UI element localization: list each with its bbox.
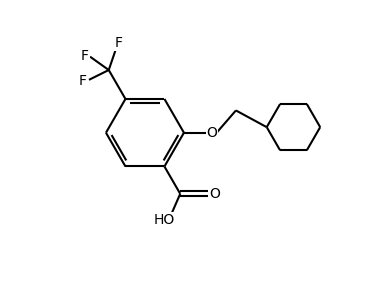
Text: O: O xyxy=(209,187,220,201)
Text: F: F xyxy=(81,49,89,63)
Text: F: F xyxy=(114,36,123,50)
Text: O: O xyxy=(206,126,217,140)
Text: F: F xyxy=(79,74,87,88)
Text: HO: HO xyxy=(153,213,174,227)
